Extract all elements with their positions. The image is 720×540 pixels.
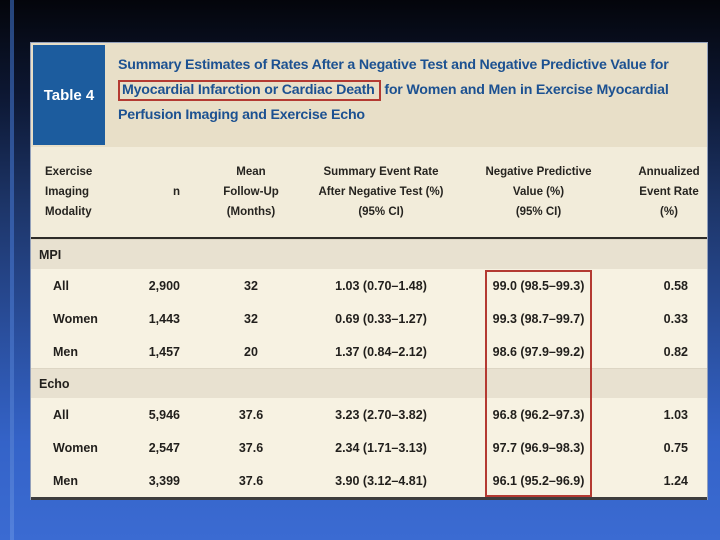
table-number-label: Table 4 bbox=[33, 45, 105, 145]
cell-n: 2,547 bbox=[148, 440, 180, 455]
cell-n: 1,443 bbox=[148, 311, 180, 326]
slide-accent-strip bbox=[10, 0, 14, 540]
cell-npv: 99.0 (98.5–99.3) bbox=[492, 278, 585, 293]
title-line-2-rest: for Women and Men in Exercise Myocardial bbox=[380, 82, 669, 98]
cell-annualized: 0.75 bbox=[663, 440, 688, 455]
cell-event-rate: 2.34 (1.71–3.13) bbox=[335, 440, 427, 455]
table-row-mpi-all: All 2,900 32 1.03 (0.70–1.48) 99.0 (98.5… bbox=[31, 269, 707, 302]
cell-followup: 37.6 bbox=[238, 440, 264, 455]
table-row-echo-all: All 5,946 37.6 3.23 (2.70–3.82) 96.8 (96… bbox=[31, 398, 707, 431]
cell-event-rate: 0.69 (0.33–1.27) bbox=[335, 311, 427, 326]
table-row-mpi-men: Men 1,457 20 1.37 (0.84–2.12) 98.6 (97.9… bbox=[31, 335, 707, 368]
column-header-followup: Mean Follow-Up (Months) bbox=[223, 165, 279, 219]
row-label: Women bbox=[53, 311, 98, 326]
table-row-echo-women: Women 2,547 37.6 2.34 (1.71–3.13) 97.7 (… bbox=[31, 431, 707, 464]
row-label: All bbox=[53, 407, 69, 422]
cell-npv: 96.1 (95.2–96.9) bbox=[492, 473, 585, 488]
section-label: Echo bbox=[39, 376, 70, 391]
column-header-row: Exercise Imaging Modality n Mean Follow-… bbox=[31, 147, 707, 239]
cell-npv: 97.7 (96.9–98.3) bbox=[492, 440, 585, 455]
section-header-mpi: MPI bbox=[31, 239, 707, 269]
cell-event-rate: 1.37 (0.84–2.12) bbox=[335, 344, 427, 359]
cell-n: 2,900 bbox=[148, 278, 180, 293]
cell-followup: 37.6 bbox=[238, 473, 264, 488]
row-label: Men bbox=[53, 473, 78, 488]
column-header-annualized: Annualized Event Rate (%) bbox=[638, 165, 700, 219]
cell-n: 1,457 bbox=[148, 344, 180, 359]
section-label: MPI bbox=[39, 247, 62, 262]
cell-followup: 37.6 bbox=[238, 407, 264, 422]
table-title: Summary Estimates of Rates After a Negat… bbox=[105, 45, 705, 145]
title-highlight-box: Myocardial Infarction or Cardiac Death bbox=[118, 80, 381, 101]
table-panel: Table 4 Summary Estimates of Rates After… bbox=[30, 42, 708, 500]
cell-followup: 32 bbox=[244, 311, 258, 326]
table-bottom-rule bbox=[31, 497, 707, 500]
cell-n: 5,946 bbox=[148, 407, 180, 422]
cell-annualized: 0.82 bbox=[663, 344, 688, 359]
cell-annualized: 1.03 bbox=[663, 407, 688, 422]
cell-event-rate: 3.90 (3.12–4.81) bbox=[335, 473, 427, 488]
table-row-echo-men: Men 3,399 37.6 3.90 (3.12–4.81) 96.1 (95… bbox=[31, 464, 707, 497]
cell-n: 3,399 bbox=[148, 473, 180, 488]
cell-npv: 98.6 (97.9–99.2) bbox=[492, 344, 585, 359]
row-label: Men bbox=[53, 344, 78, 359]
cell-annualized: 0.33 bbox=[663, 311, 688, 326]
title-line-1: Summary Estimates of Rates After a Negat… bbox=[118, 57, 669, 73]
cell-annualized: 1.24 bbox=[663, 473, 688, 488]
row-label: All bbox=[53, 278, 69, 293]
cell-event-rate: 1.03 (0.70–1.48) bbox=[335, 278, 427, 293]
section-header-echo: Echo bbox=[31, 368, 707, 398]
column-header-modality: Exercise Imaging Modality bbox=[45, 165, 93, 219]
cell-followup: 20 bbox=[244, 344, 258, 359]
table-row-mpi-women: Women 1,443 32 0.69 (0.33–1.27) 99.3 (98… bbox=[31, 302, 707, 335]
row-label: Women bbox=[53, 440, 98, 455]
cell-annualized: 0.58 bbox=[663, 278, 688, 293]
title-line-2: Myocardial Infarction or Cardiac Death f… bbox=[118, 78, 695, 103]
title-line-3: Perfusion Imaging and Exercise Echo bbox=[118, 107, 365, 123]
cell-npv: 96.8 (96.2–97.3) bbox=[492, 407, 585, 422]
column-header-n: n bbox=[172, 185, 180, 198]
column-header-event-rate: Summary Event Rate After Negative Test (… bbox=[318, 165, 444, 219]
cell-event-rate: 3.23 (2.70–3.82) bbox=[335, 407, 427, 422]
table-title-band: Table 4 Summary Estimates of Rates After… bbox=[31, 43, 707, 147]
cell-npv: 99.3 (98.7–99.7) bbox=[492, 311, 585, 326]
column-header-npv: Negative Predictive Value (%) (95% CI) bbox=[485, 165, 592, 219]
cell-followup: 32 bbox=[244, 278, 258, 293]
